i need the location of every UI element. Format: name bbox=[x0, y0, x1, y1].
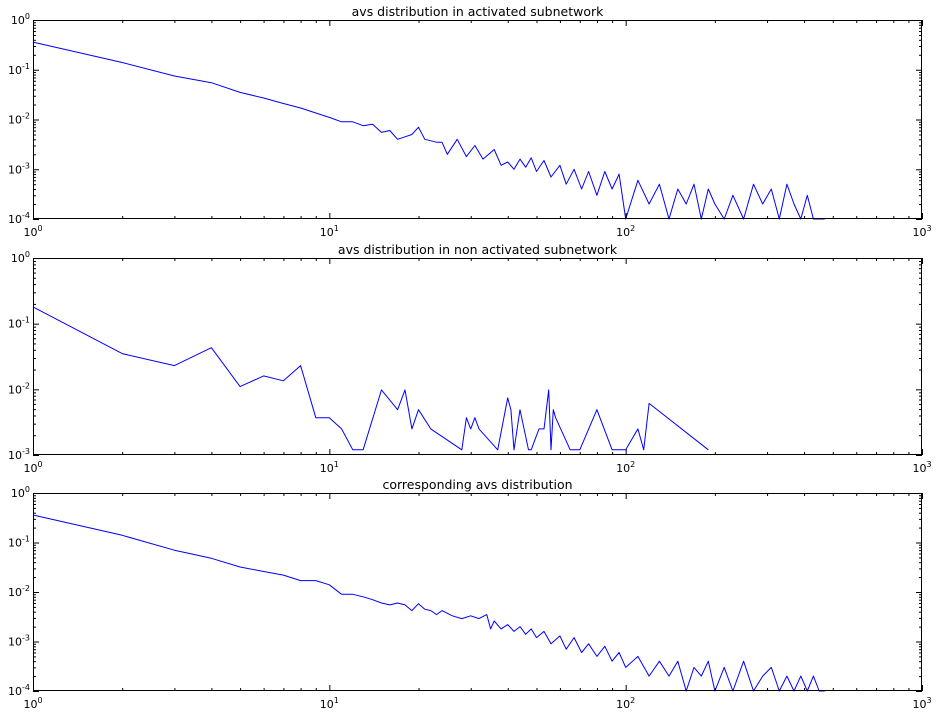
series-line bbox=[32, 41, 825, 220]
x-tick-label: 103 bbox=[912, 460, 931, 475]
x-tick-label: 103 bbox=[912, 696, 931, 711]
plot-frame bbox=[33, 493, 922, 691]
plot-frame bbox=[33, 258, 922, 455]
series-line bbox=[32, 306, 709, 451]
x-tick-label: 100 bbox=[23, 224, 42, 239]
y-tick-label: 10-1 bbox=[8, 316, 30, 331]
x-tick-label: 100 bbox=[23, 696, 42, 711]
x-tick-label: 103 bbox=[912, 224, 931, 239]
y-tick-label: 100 bbox=[11, 250, 30, 265]
y-tick-label: 10-4 bbox=[8, 683, 30, 698]
chart-title: avs distribution in non activated subnet… bbox=[338, 242, 618, 257]
y-tick-label: 10-2 bbox=[8, 112, 30, 127]
y-tick-label: 10-1 bbox=[8, 535, 30, 550]
x-tick-label: 100 bbox=[23, 460, 42, 475]
chart-panel-2: avs distribution in non activated subnet… bbox=[8, 242, 932, 475]
chart-title: avs distribution in activated subnetwork bbox=[352, 4, 604, 19]
y-tick-label: 10-2 bbox=[8, 381, 30, 396]
y-tick-label: 10-3 bbox=[8, 161, 30, 176]
y-tick-label: 100 bbox=[11, 485, 30, 500]
y-tick-label: 10-2 bbox=[8, 584, 30, 599]
chart-panel-1: avs distribution in activated subnetwork… bbox=[8, 4, 932, 239]
series-line bbox=[32, 514, 825, 692]
x-tick-label: 101 bbox=[320, 224, 339, 239]
y-tick-label: 10-1 bbox=[8, 62, 30, 77]
chart-title: corresponding avs distribution bbox=[382, 477, 572, 492]
y-tick-label: 10-3 bbox=[8, 634, 30, 649]
y-tick-label: 100 bbox=[11, 12, 30, 27]
x-tick-label: 102 bbox=[616, 460, 635, 475]
chart-panel-3: corresponding avs distribution 100 101 102 1… bbox=[8, 477, 932, 711]
y-tick-label: 10-3 bbox=[8, 447, 30, 462]
x-tick-label: 102 bbox=[616, 696, 635, 711]
x-tick-label: 101 bbox=[320, 460, 339, 475]
x-tick-label: 101 bbox=[320, 696, 339, 711]
y-tick-label: 10-4 bbox=[8, 211, 30, 226]
x-tick-label: 102 bbox=[616, 224, 635, 239]
